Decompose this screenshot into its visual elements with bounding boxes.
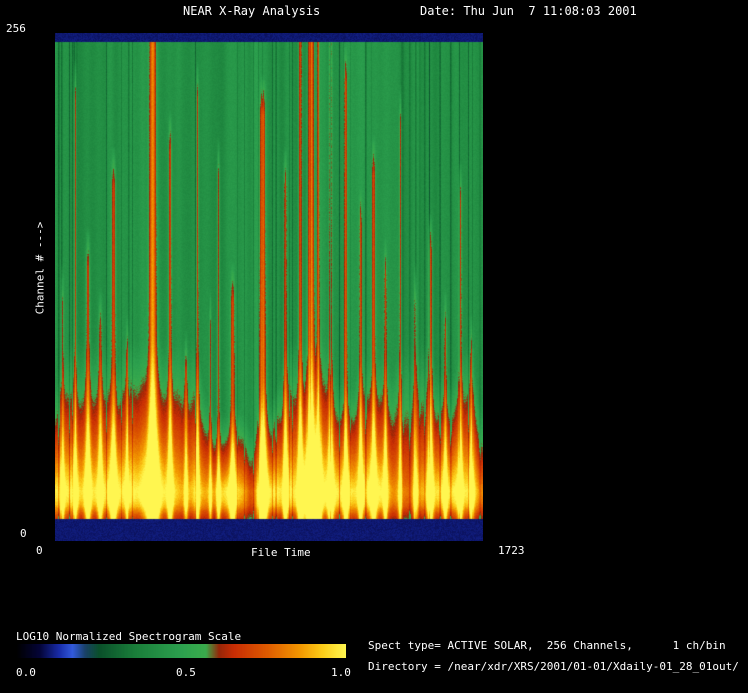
y-axis-min-label: 0 [20,527,27,540]
colorbar-tick-05: 0.5 [176,666,196,679]
directory-label: Directory = /near/xdr/XRS/2001/01-01/Xda… [368,660,739,673]
x-axis-max-label: 1723 [498,544,525,557]
colorbar-label: LOG10 Normalized Spectrogram Scale [16,630,242,643]
y-axis-max-label: 256 [6,22,26,35]
spectrogram-heatmap [55,33,483,541]
spect-type-label: Spect type= ACTIVE SOLAR, 256 Channels, … [368,639,726,652]
colorbar-tick-0: 0.0 [16,666,36,679]
colorbar-tick-1: 1.0 [331,666,351,679]
page-title: NEAR X-Ray Analysis [183,4,321,18]
x-axis-title: File Time [251,546,311,559]
y-axis-title: Channel # ---> [33,221,47,315]
x-axis-min-label: 0 [36,544,43,557]
date-label: Date: Thu Jun 7 11:08:03 2001 [420,4,637,18]
colorbar-gradient [16,644,346,658]
